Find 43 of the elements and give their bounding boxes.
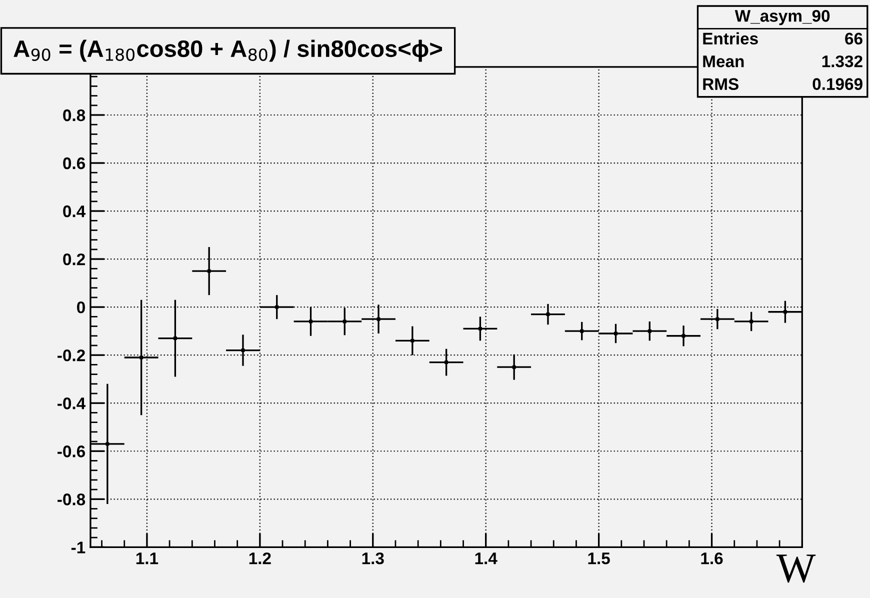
y-tick-label: -1: [71, 542, 86, 554]
point: [140, 356, 144, 360]
text: W_asym_90: [734, 10, 830, 26]
point: [309, 320, 312, 324]
x-tick-label: 1.3: [362, 552, 384, 564]
y-tick-label: 0.4: [63, 205, 86, 218]
point: [444, 360, 448, 364]
point: [750, 320, 754, 324]
point: [580, 329, 584, 333]
point: [783, 310, 787, 314]
text: RMS 0.1969: [703, 78, 862, 90]
x-tick-label: 1.6: [701, 552, 723, 564]
y-tick-label: 0.2: [63, 253, 85, 266]
text: Mean 1.332: [703, 55, 862, 68]
point: [682, 334, 686, 338]
point: [410, 338, 414, 342]
x-tick-label: 1.2: [249, 552, 271, 564]
point: [207, 269, 211, 273]
point: [376, 317, 380, 321]
x-tick-label: 1.5: [588, 552, 610, 564]
point: [648, 329, 652, 333]
chart-title: A$_{90}$ = (A$_{180}$cos80 + A$_{80}$) / sin80cos<ϕ>: [14, 40, 442, 62]
y-tick-label: 0: [77, 301, 85, 314]
point: [546, 312, 550, 316]
y-tick-label: -0.6: [58, 446, 86, 458]
x-tick-label: 1.4: [475, 552, 498, 564]
point: [275, 305, 279, 309]
point: [106, 442, 110, 446]
y-tick-label: 0.6: [63, 157, 86, 170]
x-tick-label: 1.1: [136, 552, 158, 564]
point: [173, 336, 177, 340]
y-tick-label: 0.8: [63, 109, 86, 122]
point: [614, 332, 618, 336]
point: [478, 326, 482, 330]
point: [716, 317, 720, 321]
y-tick-label: -0.8: [58, 494, 86, 506]
text: Entries 66: [703, 32, 862, 45]
point: [512, 365, 516, 369]
y-tick-label: -0.4: [58, 398, 86, 410]
x-axis-title: W: [776, 554, 816, 583]
y-tick-label: -0.2: [58, 349, 85, 362]
point: [342, 320, 346, 324]
point: [241, 348, 245, 352]
